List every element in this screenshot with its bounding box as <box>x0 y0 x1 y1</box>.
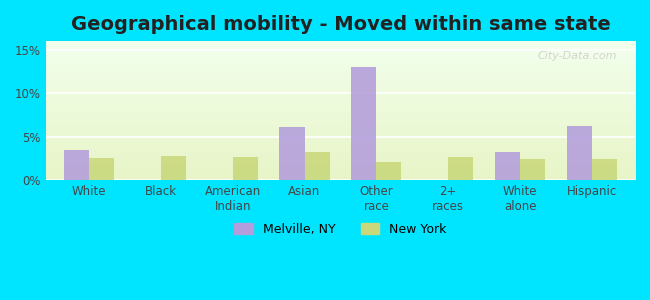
Bar <box>520 159 545 180</box>
Bar <box>280 127 304 180</box>
Bar <box>233 157 258 180</box>
Bar <box>376 162 402 180</box>
Bar <box>495 152 520 180</box>
Bar <box>89 158 114 180</box>
Bar <box>161 156 186 180</box>
Legend: Melville, NY, New York: Melville, NY, New York <box>229 218 452 241</box>
Bar <box>64 150 89 180</box>
Bar <box>351 67 376 180</box>
Bar <box>448 157 473 180</box>
Bar <box>304 152 330 180</box>
Title: Geographical mobility - Moved within same state: Geographical mobility - Moved within sam… <box>71 15 610 34</box>
Text: City-Data.com: City-Data.com <box>538 51 618 61</box>
Bar <box>592 160 617 180</box>
Bar <box>567 125 592 180</box>
